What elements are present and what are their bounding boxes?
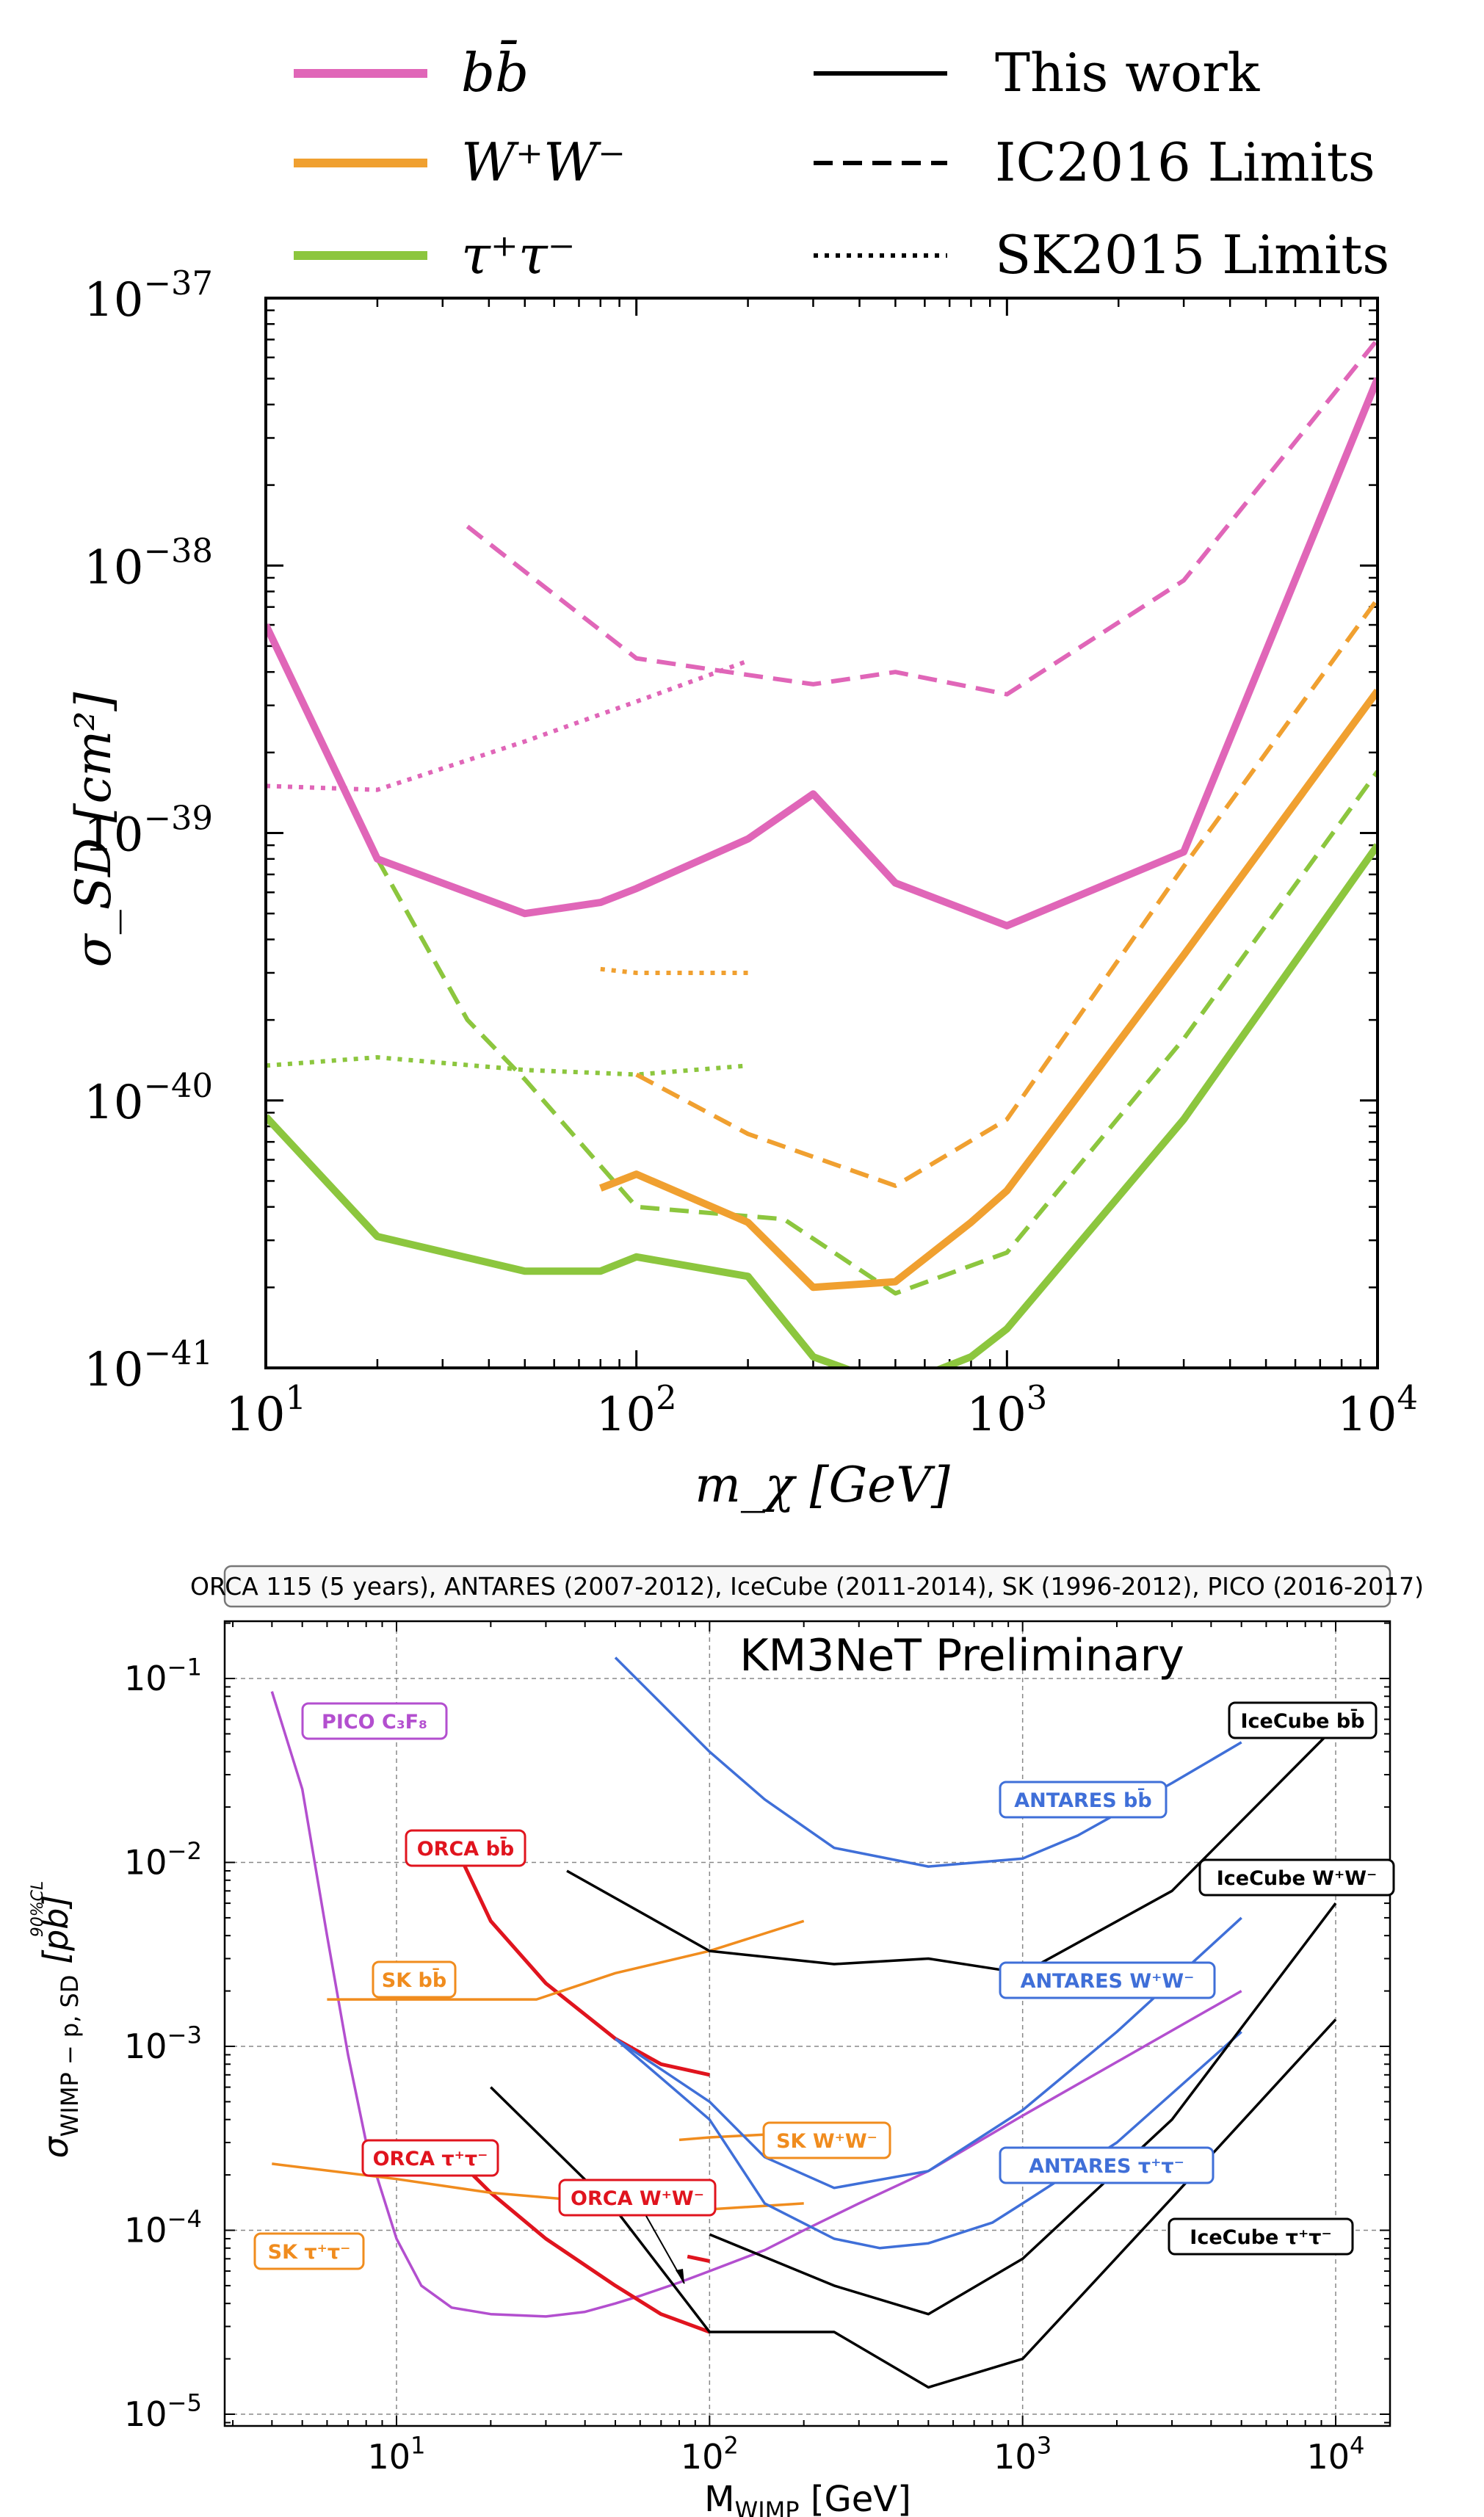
chart2-annotation: KM3NeT Preliminary <box>739 1630 1184 1681</box>
chart1-ytick-label: 10−41 <box>84 1333 213 1397</box>
chart2-ytick-label: 10−5 <box>124 2389 202 2434</box>
legend-style-label: IC2016 Limits <box>995 131 1375 193</box>
chart1-ytick-label: 10−39 <box>84 799 213 863</box>
series-label-text: IceCube W⁺W⁻ <box>1217 1867 1378 1890</box>
series-label-box <box>361 2139 499 2177</box>
legend-style-label: SK2015 Limits <box>995 224 1389 286</box>
chart2-series-line <box>450 2152 711 2334</box>
chart2-series-line <box>490 2018 1337 2389</box>
chart2-series-line <box>566 1725 1337 1975</box>
chart1-xtick-label: 103 <box>966 1378 1047 1442</box>
series-label-text: IceCube bb̄ <box>1240 1709 1364 1733</box>
series-label-box <box>999 1781 1168 1819</box>
chart2-series-line <box>615 1916 1242 2190</box>
chart2-ytick-label: 10−1 <box>124 1653 202 1698</box>
chart2-xtick-label: 104 <box>1306 2431 1364 2477</box>
chart2-series-labels: PICO C₃F₈ ORCA bb̄ ORCA τ⁺τ⁻ ORCA W⁺W⁻ SK bb… <box>253 1701 1395 2270</box>
chart2-series-group <box>270 1656 1337 2389</box>
chart1-legend: bb̄ W⁺W⁻ τ⁺τ⁻ This work IC2016 Limits SK2015 … <box>294 39 1389 286</box>
chart1-xtick-label: 102 <box>596 1378 677 1442</box>
series-label-box <box>1228 1701 1378 1739</box>
chart1-series-tt-dotted <box>266 1055 748 1077</box>
chart-top-cross-section: 101 102 103 104 10−37 10−38 10−39 10−40 10−41 m_χ… <box>65 39 1418 1513</box>
chart2-series-line <box>449 1837 710 2077</box>
series-label-box <box>1198 1858 1395 1897</box>
series-label-text: ORCA τ⁺τ⁻ <box>373 2148 488 2170</box>
chart-bottom-km3net: 101 102 103 104 10−1 10−2 10−3 10−4 10−5 ORCA 115… <box>29 1565 1424 2517</box>
chart1-xtick-label: 104 <box>1337 1378 1418 1442</box>
series-label-text: ANTARES τ⁺τ⁻ <box>1029 2155 1184 2178</box>
series-label-box <box>558 2179 717 2217</box>
chart1-series-bb-dotted <box>266 659 749 792</box>
chart2-series-line <box>709 1902 1337 2316</box>
series-label-text: ANTARES W⁺W⁻ <box>1021 1970 1195 1993</box>
series-label-box <box>999 2146 1215 2184</box>
series-label-box <box>372 1960 457 1999</box>
orca-ww-arrowhead <box>676 2269 684 2284</box>
chart2-ylabel-superscript: 90%CL <box>29 1881 47 1938</box>
chart1-series-tt-dashed <box>375 769 1378 1296</box>
series-label-text: PICO C₃F₈ <box>322 1711 427 1734</box>
legend-style-label: This work <box>995 42 1261 104</box>
chart2-title-text: ORCA 115 (5 years), ANTARES (2007-2012),… <box>190 1572 1424 1601</box>
chart1-xtick-label: 101 <box>225 1378 306 1442</box>
series-label-text: ORCA bb̄ <box>417 1836 515 1861</box>
chart1-series-ww-dotted <box>600 966 748 975</box>
chart2-xtick-label: 101 <box>367 2431 425 2477</box>
chart1-ytick-label: 10−40 <box>84 1066 213 1130</box>
chart2-ytick-label: 10−3 <box>124 2021 202 2066</box>
chart1-series-tt-solid <box>266 843 1378 1368</box>
series-label-text: ANTARES bb̄ <box>1014 1788 1151 1812</box>
legend-channel-label: bb̄ <box>461 39 529 104</box>
series-label-box <box>762 2121 891 2159</box>
series-label-text: SK W⁺W⁻ <box>776 2130 877 2153</box>
chart1-series-group <box>266 338 1378 1368</box>
series-label-box <box>405 1829 526 1867</box>
legend-channel-label: W⁺W⁻ <box>461 131 626 193</box>
chart1-ytick-label: 10−38 <box>84 531 213 595</box>
legend-channel-label: τ⁺τ⁻ <box>461 224 576 286</box>
chart2-xtick-label: 102 <box>681 2431 739 2477</box>
series-label-text: IceCube τ⁺τ⁻ <box>1190 2226 1331 2249</box>
chart2-ytick-label: 10−2 <box>124 1837 202 1883</box>
chart1-xlabel: m_χ [GeV] <box>695 1457 950 1513</box>
chart2-title-box: ORCA 115 (5 years), ANTARES (2007-2012),… <box>190 1565 1424 1608</box>
series-label-text: ORCA W⁺W⁻ <box>571 2187 704 2210</box>
chart2-frame <box>223 1620 1391 2427</box>
chart2-ytick-label: 10−4 <box>124 2205 202 2250</box>
chart1-frame <box>264 297 1379 1369</box>
chart1-ytick-label: 10−37 <box>84 264 213 327</box>
chart2-title-frame <box>223 1565 1391 1608</box>
series-label-box <box>999 1961 1216 1999</box>
chart2-xlabel: MWIMP [GeV] <box>704 2479 911 2517</box>
series-label-text: SK bb̄ <box>382 1968 446 1992</box>
series-label-text: SK τ⁺τ⁻ <box>268 2241 351 2264</box>
chart1-series-ww-solid <box>598 688 1378 1292</box>
series-label-box <box>253 2232 365 2270</box>
chart2-xtick-label: 103 <box>993 2431 1052 2477</box>
chart2-ylabel: σWIMP − p, SD [pb] <box>36 1895 84 2159</box>
chart2-series-line <box>270 1691 1242 2318</box>
chart1-series-ww-dashed <box>635 598 1378 1188</box>
series-label-box <box>1168 2217 1354 2256</box>
chart1-series-bb-dashed <box>466 338 1378 697</box>
chart1-ylabel: σ_SD [cm²] <box>65 692 122 967</box>
chart2-series-line <box>687 2254 710 2263</box>
chart1-series-bb-solid <box>266 377 1378 930</box>
series-label-box <box>301 1702 448 1740</box>
